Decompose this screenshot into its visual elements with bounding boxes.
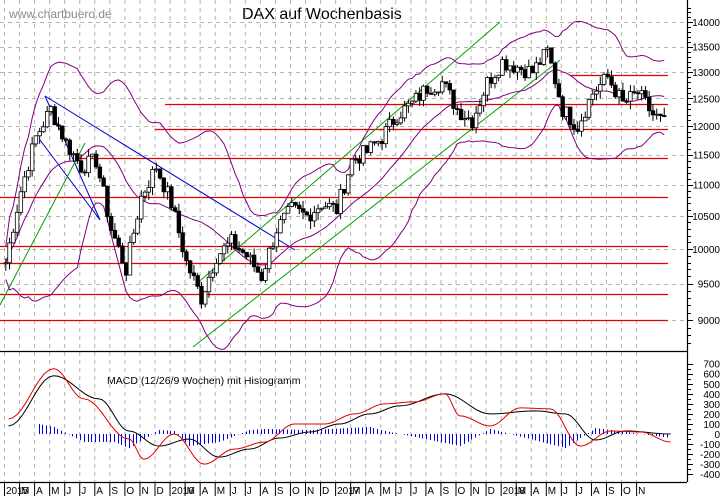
svg-text:-300: -300 xyxy=(700,460,720,471)
svg-text:D: D xyxy=(157,486,164,496)
svg-text:N: N xyxy=(473,486,480,496)
svg-text:J: J xyxy=(397,486,402,496)
grid-lines xyxy=(0,0,687,482)
svg-text:300: 300 xyxy=(703,400,720,411)
svg-text:M: M xyxy=(217,486,225,496)
svg-text:2018: 2018 xyxy=(503,486,526,496)
svg-text:A: A xyxy=(96,486,103,496)
svg-text:M: M xyxy=(548,486,556,496)
svg-text:2016: 2016 xyxy=(172,486,195,496)
svg-text:N: N xyxy=(141,486,148,496)
svg-text:100: 100 xyxy=(703,420,720,431)
svg-text:9000: 9000 xyxy=(698,316,721,327)
svg-text:10500: 10500 xyxy=(692,212,720,223)
svg-text:A: A xyxy=(533,486,540,496)
svg-text:M: M xyxy=(352,486,360,496)
svg-text:S: S xyxy=(111,486,118,496)
svg-text:-400: -400 xyxy=(700,470,720,481)
macd-panel xyxy=(8,368,671,465)
chart-title: DAX auf Wochenbasis xyxy=(242,6,402,23)
svg-text:10000: 10000 xyxy=(692,245,720,256)
candlesticks xyxy=(3,45,667,309)
svg-text:O: O xyxy=(623,486,631,496)
svg-text:J: J xyxy=(247,486,252,496)
svg-text:A: A xyxy=(36,486,43,496)
svg-text:J: J xyxy=(81,486,86,496)
svg-text:S: S xyxy=(277,486,284,496)
svg-text:S: S xyxy=(442,486,449,496)
svg-text:D: D xyxy=(488,486,495,496)
svg-text:J: J xyxy=(563,486,568,496)
svg-text:M: M xyxy=(518,486,526,496)
svg-text:A: A xyxy=(427,486,434,496)
svg-text:11500: 11500 xyxy=(693,151,721,162)
svg-text:M: M xyxy=(382,486,390,496)
svg-text:J: J xyxy=(578,486,583,496)
svg-text:A: A xyxy=(367,486,374,496)
svg-text:O: O xyxy=(292,486,300,496)
svg-text:O: O xyxy=(458,486,466,496)
svg-text:J: J xyxy=(232,486,237,496)
svg-text:N: N xyxy=(307,486,314,496)
svg-text:-100: -100 xyxy=(700,440,720,451)
trend-channels xyxy=(0,21,561,348)
svg-text:11000: 11000 xyxy=(693,181,721,192)
svg-text:M: M xyxy=(21,486,29,496)
svg-text:9500: 9500 xyxy=(698,280,721,291)
svg-text:12500: 12500 xyxy=(692,94,720,105)
svg-text:N: N xyxy=(638,486,645,496)
svg-text:A: A xyxy=(593,486,600,496)
svg-text:A: A xyxy=(262,486,269,496)
svg-text:D: D xyxy=(322,486,329,496)
svg-text:2017: 2017 xyxy=(337,486,360,496)
svg-text:2015: 2015 xyxy=(6,486,29,496)
svg-text:-200: -200 xyxy=(700,450,720,461)
support-resistance-lines xyxy=(0,74,668,322)
svg-text:A: A xyxy=(202,486,209,496)
svg-text:14000: 14000 xyxy=(692,18,720,29)
svg-text:600: 600 xyxy=(703,370,720,381)
svg-text:13500: 13500 xyxy=(692,43,720,54)
svg-text:0: 0 xyxy=(714,430,720,441)
svg-text:500: 500 xyxy=(703,380,720,391)
svg-text:12000: 12000 xyxy=(692,122,720,133)
svg-text:13000: 13000 xyxy=(692,68,720,79)
svg-text:M: M xyxy=(187,486,195,496)
svg-text:O: O xyxy=(126,486,134,496)
svg-text:M: M xyxy=(51,486,59,496)
svg-text:J: J xyxy=(412,486,417,496)
svg-text:400: 400 xyxy=(703,390,720,401)
svg-text:S: S xyxy=(608,486,615,496)
svg-text:700: 700 xyxy=(703,360,720,371)
svg-text:200: 200 xyxy=(703,410,720,421)
svg-text:J: J xyxy=(66,486,71,496)
